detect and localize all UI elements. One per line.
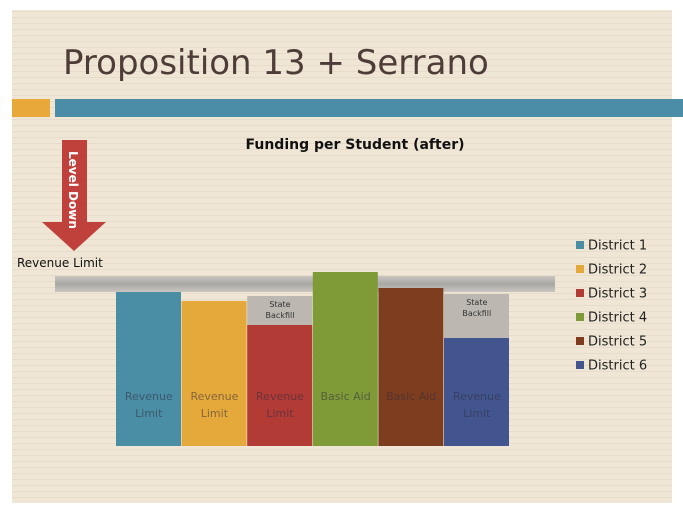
- arrow-shaft: [62, 140, 87, 224]
- backfill-label: State Backfill: [265, 300, 295, 320]
- legend-label: District 1: [588, 239, 647, 254]
- accent-teal: [55, 99, 683, 117]
- arrow-head: [42, 222, 106, 251]
- legend-label: District 2: [588, 263, 647, 278]
- bar-label: Revenue Limit: [124, 390, 173, 420]
- accent-orange: [12, 99, 50, 117]
- legend-label: District 5: [588, 335, 647, 350]
- bar-label: Revenue Limit: [452, 390, 501, 420]
- bar-label: Revenue Limit: [256, 390, 304, 420]
- legend-label: District 4: [588, 311, 647, 326]
- bar: [378, 288, 444, 446]
- arrow-label: Level Down: [66, 151, 80, 229]
- backfill-bar: [247, 296, 313, 325]
- legend-swatch: [576, 313, 584, 321]
- bar: [116, 292, 181, 446]
- bar: [247, 325, 313, 446]
- reference-label: Revenue Limit: [17, 256, 103, 270]
- legend-swatch: [576, 241, 584, 249]
- bar-label: Revenue Limit: [190, 390, 239, 420]
- bar: [444, 338, 509, 446]
- legend-swatch: [576, 265, 584, 273]
- legend-swatch: [576, 361, 584, 369]
- bar-label: Basic Aid: [320, 390, 371, 403]
- slide-title: Proposition 13 + Serrano: [63, 43, 489, 83]
- backfill-bar: [444, 294, 509, 338]
- bar: [181, 301, 247, 446]
- legend-swatch: [576, 337, 584, 345]
- legend-label: District 3: [588, 287, 647, 302]
- legend-swatch: [576, 289, 584, 297]
- bar: [312, 272, 378, 446]
- chart-title: Funding per Student (after): [246, 137, 465, 153]
- backfill-label: State Backfill: [462, 298, 492, 318]
- bar-label: Basic Aid: [386, 390, 437, 403]
- reference-band: [55, 276, 555, 292]
- legend-label: District 6: [588, 359, 647, 374]
